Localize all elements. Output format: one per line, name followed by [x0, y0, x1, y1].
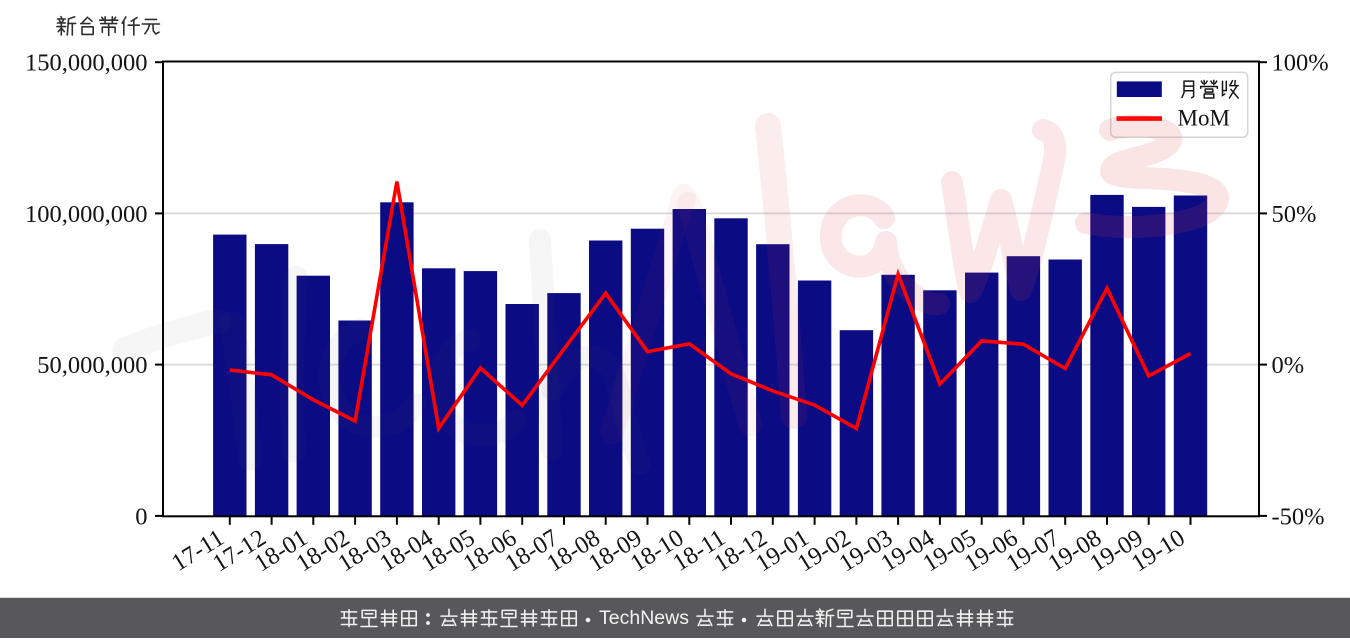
svg-text:50%: 50%	[1272, 201, 1317, 228]
svg-text:0: 0	[135, 503, 147, 530]
svg-text:TechNews: TechNews	[599, 607, 689, 629]
svg-text:MoM: MoM	[1178, 106, 1230, 131]
svg-text:150,000,000: 150,000,000	[25, 50, 148, 77]
svg-text:100%: 100%	[1272, 50, 1329, 77]
svg-text:-50%: -50%	[1272, 503, 1325, 530]
svg-text:0%: 0%	[1272, 352, 1305, 379]
svg-text:100,000,000: 100,000,000	[25, 201, 148, 228]
svg-text:50,000,000: 50,000,000	[37, 352, 147, 379]
